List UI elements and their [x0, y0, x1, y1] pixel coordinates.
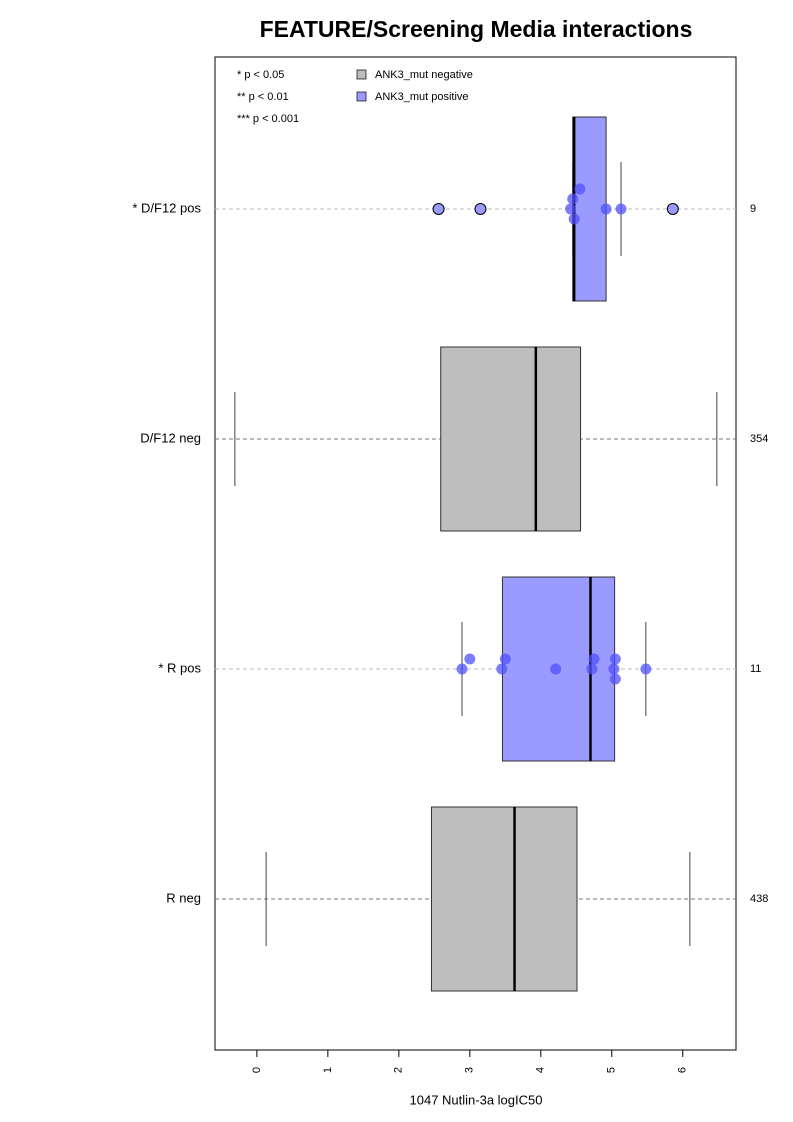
- data-point: [615, 203, 627, 215]
- data-point: [499, 653, 511, 665]
- group-label: D/F12 neg: [140, 430, 201, 445]
- significance-note: ** p < 0.01: [237, 91, 289, 103]
- data-point: [574, 183, 586, 195]
- data-point: [464, 653, 476, 665]
- chart-title: FEATURE/Screening Media interactions: [260, 16, 693, 42]
- x-tick-label: 5: [606, 1067, 618, 1073]
- x-tick-label: 0: [251, 1067, 263, 1073]
- data-point: [474, 203, 487, 215]
- group-count: 438: [750, 893, 768, 905]
- x-tick-label: 1: [322, 1067, 334, 1073]
- significance-note: *** p < 0.001: [237, 113, 299, 125]
- data-point: [609, 653, 621, 665]
- significance-note: * p < 0.05: [237, 69, 284, 81]
- data-point: [550, 663, 562, 675]
- legend-label: ANK3_mut positive: [375, 91, 469, 103]
- data-point: [608, 663, 620, 675]
- group-label: R neg: [166, 890, 201, 905]
- data-point: [567, 193, 579, 205]
- box: [572, 116, 607, 302]
- x-tick-label: 2: [393, 1067, 405, 1073]
- legend-swatch: [356, 69, 367, 80]
- x-tick-label: 3: [464, 1067, 476, 1073]
- group-count: 9: [750, 203, 756, 215]
- data-point: [432, 203, 445, 215]
- x-axis-label: 1047 Nutlin-3a logIC50: [410, 1092, 543, 1107]
- data-point: [568, 213, 580, 225]
- legend-swatch: [356, 91, 367, 102]
- data-point: [609, 673, 621, 685]
- data-point: [666, 203, 679, 215]
- data-point: [600, 203, 612, 215]
- group-label: * R pos: [158, 660, 201, 675]
- group-count: 354: [750, 433, 768, 445]
- box: [430, 806, 578, 992]
- data-point: [640, 663, 652, 675]
- data-point: [565, 203, 577, 215]
- data-point: [456, 663, 468, 675]
- x-tick-label: 4: [535, 1067, 547, 1073]
- group-label: * D/F12 pos: [132, 200, 201, 215]
- legend-label: ANK3_mut negative: [375, 69, 473, 81]
- group-count: 11: [750, 663, 761, 675]
- data-point: [586, 663, 598, 675]
- box: [440, 346, 582, 532]
- x-tick-label: 6: [677, 1067, 689, 1073]
- data-point: [588, 653, 600, 665]
- data-point: [496, 663, 508, 675]
- plot-frame: [214, 56, 737, 1051]
